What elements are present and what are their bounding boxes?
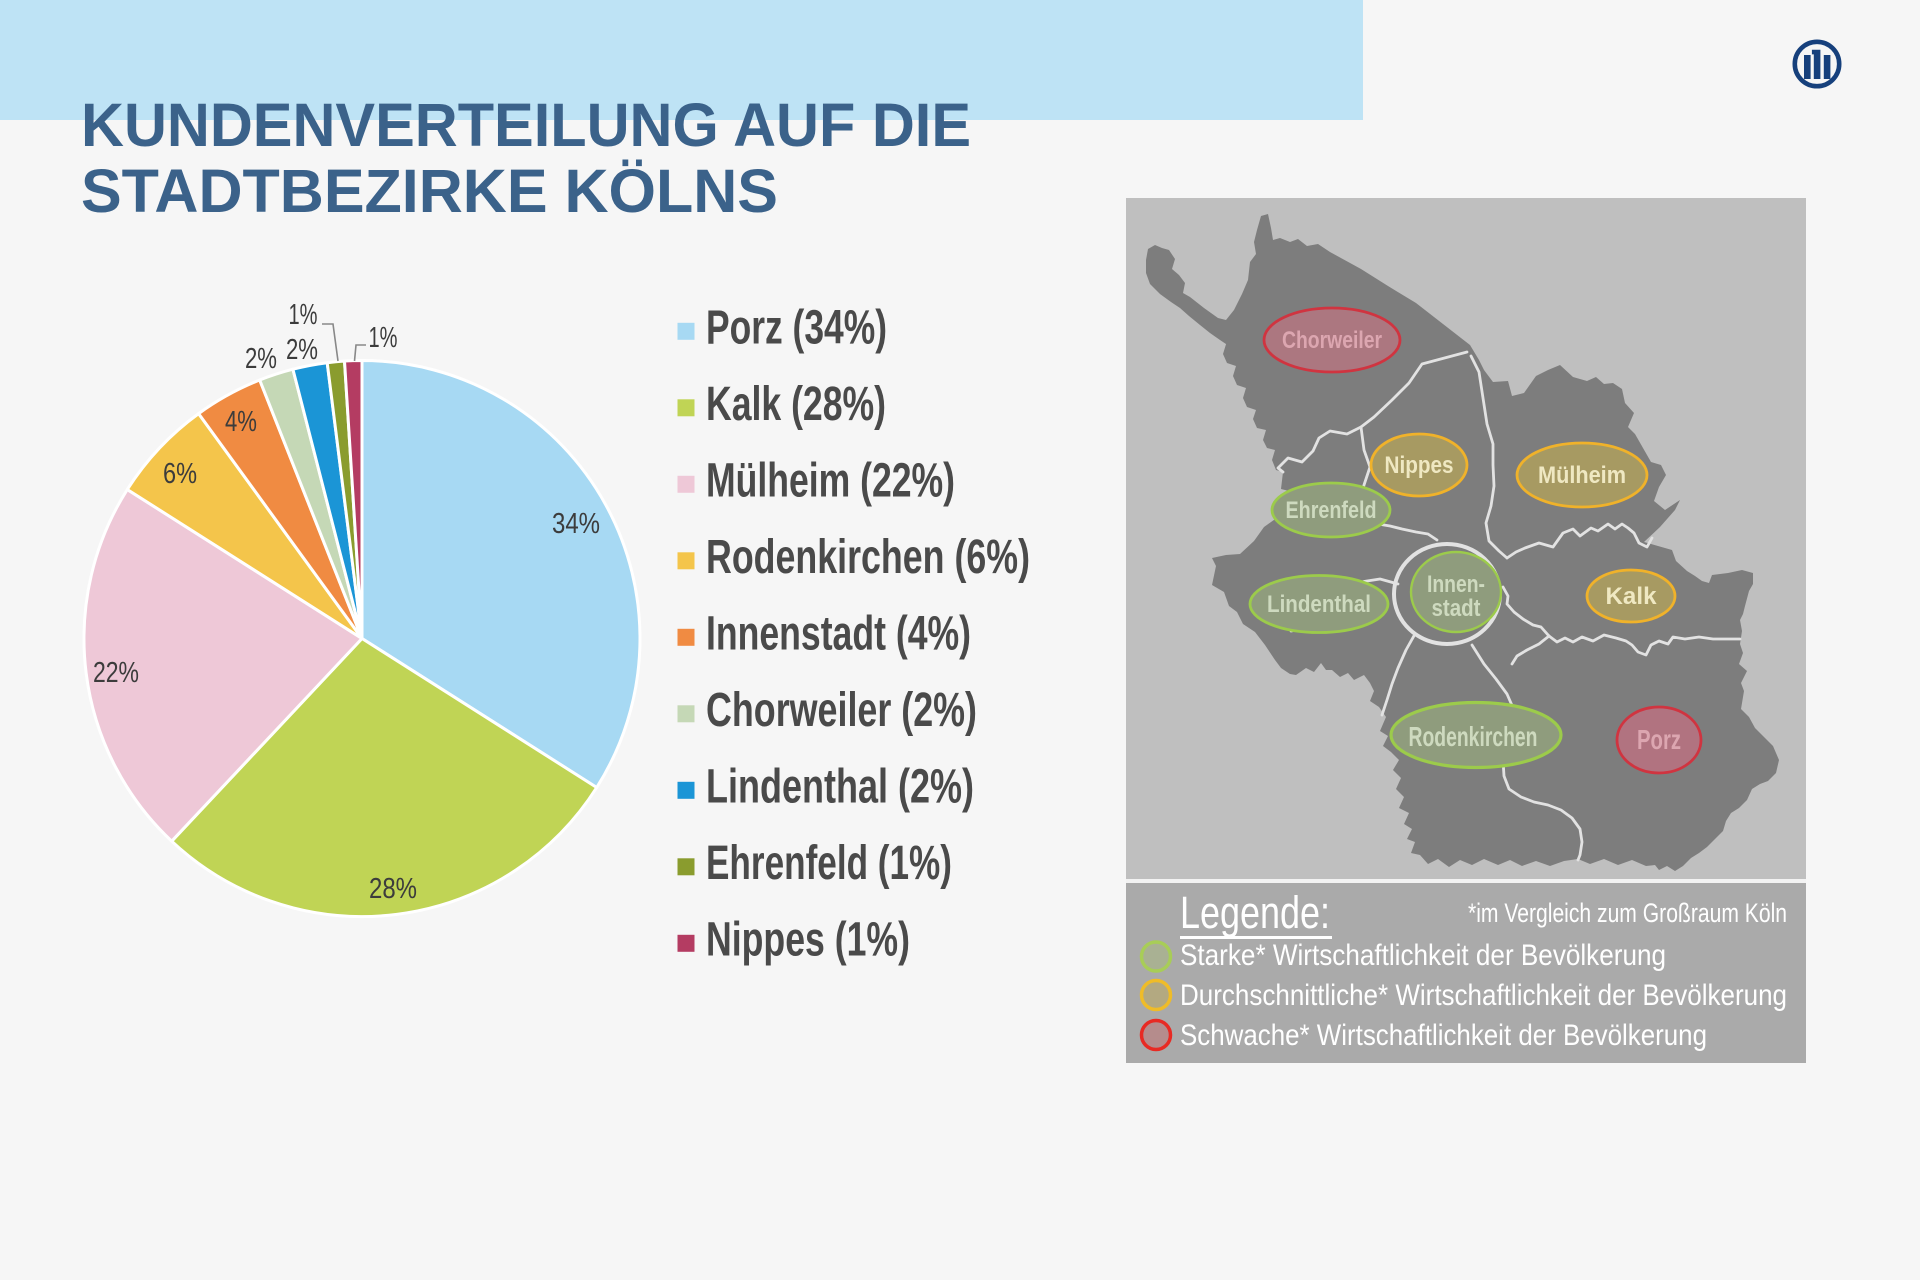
svg-text:2%: 2% [245, 343, 277, 375]
svg-text:Starke* Wirtschaftlichkeit der: Starke* Wirtschaftlichkeit der Bevölkeru… [1180, 939, 1666, 972]
svg-text:Nippes: Nippes [1385, 452, 1454, 479]
svg-text:Kalk (28%): Kalk (28%) [706, 378, 886, 431]
svg-text:Ehrenfeld: Ehrenfeld [1286, 497, 1377, 524]
svg-text:KUNDENVERTEILUNG AUF DIE: KUNDENVERTEILUNG AUF DIE [81, 91, 971, 159]
svg-text:Durchschnittliche* Wirtschaftl: Durchschnittliche* Wirtschaftlichkeit de… [1180, 979, 1787, 1012]
svg-text:Kalk: Kalk [1606, 583, 1658, 610]
svg-text:stadt: stadt [1432, 595, 1481, 622]
svg-text:Lindenthal: Lindenthal [1267, 591, 1371, 618]
svg-text:Legende:: Legende: [1180, 887, 1330, 938]
svg-text:Innen-: Innen- [1427, 571, 1485, 598]
svg-text:Chorweiler (2%): Chorweiler (2%) [706, 684, 977, 737]
svg-text:4%: 4% [225, 406, 257, 438]
svg-text:22%: 22% [93, 657, 139, 689]
svg-text:1%: 1% [369, 322, 398, 354]
svg-text:Porz: Porz [1637, 724, 1681, 755]
svg-text:2%: 2% [286, 334, 318, 366]
svg-text:Porz (34%): Porz (34%) [706, 301, 887, 354]
svg-text:Rodenkirchen: Rodenkirchen [1409, 721, 1538, 752]
svg-text:1%: 1% [289, 299, 318, 331]
svg-text:Nippes (1%): Nippes (1%) [706, 913, 910, 966]
svg-text:Schwache* Wirtschaftlichkeit d: Schwache* Wirtschaftlichkeit der Bevölke… [1180, 1019, 1707, 1052]
svg-text:28%: 28% [369, 873, 417, 905]
svg-text:Ehrenfeld (1%): Ehrenfeld (1%) [706, 837, 952, 890]
svg-text:Lindenthal (2%): Lindenthal (2%) [706, 760, 974, 813]
svg-text:Mülheim (22%): Mülheim (22%) [706, 454, 955, 507]
svg-text:Innenstadt (4%): Innenstadt (4%) [706, 607, 971, 660]
svg-text:6%: 6% [163, 458, 197, 490]
svg-text:34%: 34% [552, 508, 600, 540]
svg-text:*im Vergleich zum Großraum Köl: *im Vergleich zum Großraum Köln [1468, 898, 1787, 928]
svg-text:STADTBEZIRKE KÖLNS: STADTBEZIRKE KÖLNS [81, 157, 778, 225]
svg-text:Rodenkirchen (6%): Rodenkirchen (6%) [706, 531, 1030, 584]
svg-text:Mülheim: Mülheim [1538, 462, 1626, 489]
svg-text:Chorweiler: Chorweiler [1282, 327, 1382, 354]
